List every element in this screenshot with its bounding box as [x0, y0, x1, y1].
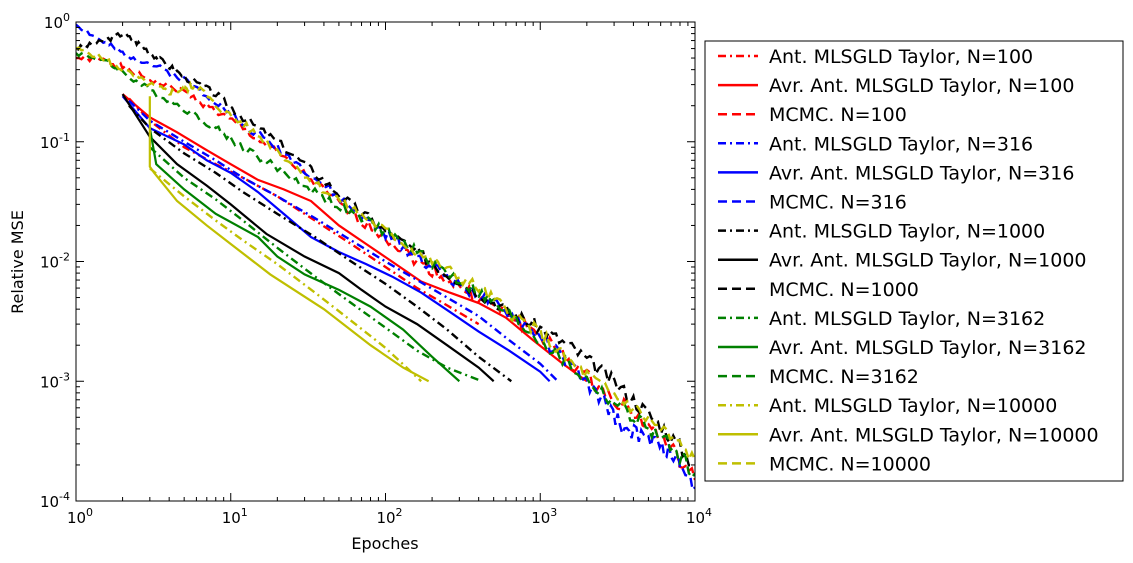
legend-label: Ant. MLSGLD Taylor, N=10000: [769, 395, 1057, 417]
legend-label: Ant. MLSGLD Taylor, N=1000: [769, 221, 1045, 243]
legend-label: Avr. Ant. MLSGLD Taylor, N=3162: [769, 337, 1087, 359]
legend-label: MCMC. N=3162: [769, 366, 919, 388]
legend-item: MCMC. N=100: [718, 104, 907, 126]
series-line-14: [148, 96, 430, 383]
legend-label: Avr. Ant. MLSGLD Taylor, N=100: [769, 75, 1074, 97]
legend-label: MCMC. N=1000: [769, 279, 919, 301]
tick-layer: 100 101 102 103 104 100 10-1 10-2 10-3 10-4: [40, 11, 712, 527]
legend-label: MCMC. N=10000: [769, 453, 931, 475]
legend-item: Ant. MLSGLD Taylor, N=316: [718, 133, 1033, 155]
svg-text:102: 102: [376, 506, 402, 527]
legend-label: MCMC. N=100: [769, 104, 907, 126]
legend-item: Avr. Ant. MLSGLD Taylor, N=3162: [718, 337, 1087, 359]
x-tick-label: 103: [531, 506, 557, 527]
x-tick-label: 104: [686, 506, 712, 527]
svg-text:10-1: 10-1: [40, 131, 70, 152]
legend-frame: [704, 40, 1124, 482]
series-line-11: [148, 127, 461, 383]
svg-text:10-2: 10-2: [40, 251, 70, 272]
legend-label: Ant. MLSGLD Taylor, N=316: [769, 133, 1033, 155]
legend-label: Avr. Ant. MLSGLD Taylor, N=10000: [769, 424, 1099, 446]
y-axis-label: Relative MSE: [8, 210, 27, 314]
series-line-6: [76, 23, 695, 493]
legend-item: MCMC. N=1000: [718, 279, 919, 301]
series-line-4: [128, 99, 559, 383]
legend-label: Ant. MLSGLD Taylor, N=3162: [769, 308, 1045, 330]
legend-item: Avr. Ant. MLSGLD Taylor, N=316: [718, 162, 1074, 184]
legend-item: MCMC. N=3162: [718, 366, 919, 388]
x-tick-label: 100: [67, 506, 93, 527]
legend-label: Avr. Ant. MLSGLD Taylor, N=1000: [769, 250, 1087, 272]
legend-label: Avr. Ant. MLSGLD Taylor, N=316: [769, 162, 1074, 184]
y-tick-label: 10-4: [40, 490, 70, 511]
series-line-7: [128, 104, 513, 383]
series-line-2: [121, 93, 588, 383]
legend-item: Ant. MLSGLD Taylor, N=10000: [718, 395, 1057, 417]
x-tick-label: 102: [376, 506, 402, 527]
x-axis-label: Epoches: [351, 534, 418, 553]
legend-item: Ant. MLSGLD Taylor, N=100: [718, 46, 1033, 68]
series-line-8: [121, 93, 495, 383]
y-tick-label: 10-1: [40, 131, 70, 152]
legend: Ant. MLSGLD Taylor, N=100 Avr. Ant. MLSGL…: [704, 40, 1124, 482]
series-line-13: [149, 167, 422, 383]
y-tick-label: 100: [44, 11, 70, 32]
legend-item: Avr. Ant. MLSGLD Taylor, N=100: [718, 75, 1074, 97]
svg-text:100: 100: [67, 506, 93, 527]
legend-item: Ant. MLSGLD Taylor, N=1000: [718, 221, 1045, 243]
y-tick-label: 10-3: [40, 370, 70, 391]
legend-label: Ant. MLSGLD Taylor, N=100: [769, 46, 1033, 68]
y-tick-label: 10-2: [40, 251, 70, 272]
legend-item: MCMC. N=316: [718, 192, 907, 214]
legend-item: MCMC. N=10000: [718, 453, 931, 475]
series-line-9: [76, 31, 695, 467]
svg-text:10-4: 10-4: [40, 490, 70, 511]
legend-item: Avr. Ant. MLSGLD Taylor, N=10000: [718, 424, 1099, 446]
legend-label: MCMC. N=316: [769, 192, 907, 214]
series-line-15: [76, 46, 695, 463]
svg-text:103: 103: [531, 506, 557, 527]
legend-item: Ant. MLSGLD Taylor, N=3162: [718, 308, 1045, 330]
svg-text:101: 101: [222, 506, 248, 527]
series-layer: [76, 23, 695, 493]
svg-text:10-3: 10-3: [40, 370, 70, 391]
legend-item: Avr. Ant. MLSGLD Taylor, N=1000: [718, 250, 1087, 272]
series-line-10: [149, 146, 483, 383]
svg-text:104: 104: [686, 506, 712, 527]
svg-text:100: 100: [44, 11, 70, 32]
x-tick-label: 101: [222, 506, 248, 527]
